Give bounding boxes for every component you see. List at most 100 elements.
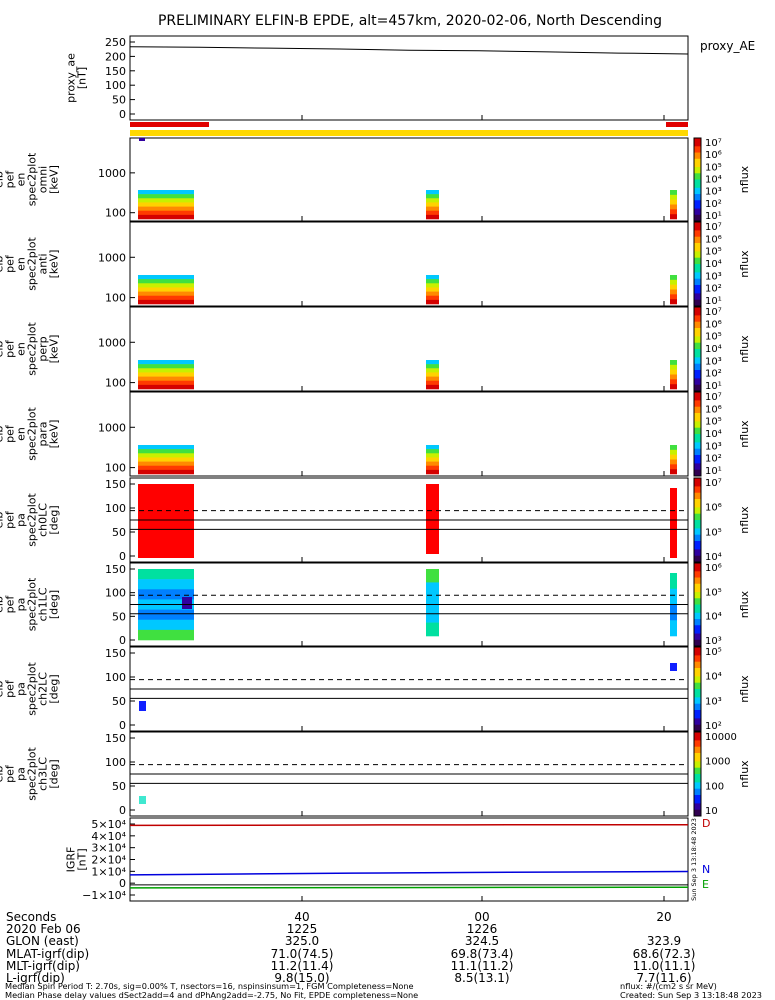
colorbar-cell	[694, 198, 701, 201]
colorbar-tick-label: 10⁵	[705, 587, 722, 598]
spectrogram-block	[138, 364, 194, 369]
colorbar-cell	[694, 682, 701, 686]
spectrogram-block	[426, 465, 439, 471]
y-label-line: [nT]	[76, 67, 89, 89]
colorbar-cell	[694, 792, 701, 796]
colorbar-cell	[694, 803, 701, 806]
colorbar-cell	[694, 309, 701, 312]
y-tick-label: 0	[119, 550, 126, 563]
colorbar-cell	[694, 330, 701, 333]
colorbar-tick-label: 10¹	[705, 466, 722, 477]
colorbar-cell	[694, 173, 701, 176]
colorbar-cell	[694, 394, 701, 397]
spectrogram-block	[426, 206, 439, 212]
spectrogram-block	[138, 295, 194, 301]
colorbar-cell	[694, 629, 701, 632]
spectrogram-block	[670, 360, 677, 366]
colorbar-cell	[694, 736, 701, 739]
colorbar-cell	[694, 210, 701, 214]
colorbar-cell	[694, 805, 701, 809]
colorbar-cell	[694, 549, 701, 552]
colorbar-cell	[694, 317, 701, 321]
spectrogram-block	[138, 287, 194, 292]
colorbar-cell	[694, 707, 701, 711]
spectrogram-block	[670, 275, 677, 281]
colorbar-cell	[694, 742, 701, 746]
colorbar-cell	[694, 520, 701, 523]
colorbar-cell	[694, 563, 701, 566]
y-label-line: [deg]	[48, 590, 61, 619]
colorbar-cell	[694, 463, 701, 466]
colorbar-tick-label: 10⁶	[705, 563, 722, 574]
colorbar-cell	[694, 175, 701, 178]
colorbar: 10⁵ 10⁴ 10³ 10² nflux	[693, 646, 751, 732]
colorbar-tick-label: 10¹	[705, 381, 722, 392]
colorbar-tick-label: 10⁷	[705, 307, 722, 318]
y-tick-label: 150	[105, 563, 126, 576]
spectrogram-block	[138, 275, 194, 280]
y-tick-label: 50	[112, 526, 126, 539]
spectrogram-block	[138, 279, 194, 284]
colorbar-cell	[694, 478, 701, 481]
spectrogram-block	[426, 202, 439, 207]
panel-frame	[129, 35, 689, 121]
colorbar-cell	[694, 625, 701, 628]
colorbar-cell	[694, 353, 701, 356]
colorbar-cell	[694, 372, 701, 375]
y-label-line: en	[15, 173, 28, 187]
spectrogram-block	[138, 194, 194, 199]
panels: proxy_ae[nT]250200150100500proxy_AEelbpe…	[0, 35, 755, 902]
colorbar-cell	[694, 438, 701, 441]
spectrogram-block	[670, 289, 677, 295]
status-bar-yellow	[130, 130, 688, 136]
colorbar-cell	[694, 226, 701, 229]
colorbar-cell	[694, 547, 701, 550]
colorbar-cell	[694, 185, 701, 189]
y-tick-label: 100	[105, 207, 126, 220]
colorbar-cell	[694, 567, 701, 570]
colorbar-cell	[694, 311, 701, 314]
colorbar-cell	[694, 813, 701, 817]
colorbar-tick-label: 10⁶	[705, 150, 722, 161]
colorbar-cell	[694, 524, 701, 527]
y-tick-label: 100	[105, 79, 126, 92]
spectrogram-block	[426, 582, 439, 597]
colorbar-frame	[693, 477, 702, 563]
colorbar-cell	[694, 154, 701, 158]
colorbar-cell	[694, 346, 701, 350]
colorbar-cell	[694, 697, 701, 700]
spectrogram-block	[138, 214, 194, 220]
colorbar-tick-label: 10³	[705, 696, 722, 707]
colorbar-cell	[694, 297, 701, 301]
y-label-line: [keV]	[48, 420, 61, 449]
colorbar-cell	[694, 541, 701, 544]
colorbar-cell	[694, 641, 701, 645]
colorbar-cell	[694, 415, 701, 418]
colorbar-cell	[694, 484, 701, 487]
colorbar-cell	[694, 647, 701, 650]
row-label: GLON (east)	[6, 934, 79, 948]
colorbar-cell	[694, 703, 701, 707]
spectrogram-block	[670, 459, 677, 465]
colorbar-cell	[694, 429, 701, 433]
colorbar-tick-label: 10³	[705, 356, 722, 367]
spectrogram-block	[670, 299, 677, 305]
spectrogram-block	[138, 206, 194, 212]
y-label-line: spec2plot	[26, 747, 39, 801]
colorbar-tick-label: 10⁵	[705, 417, 722, 428]
colorbar-cell	[694, 440, 701, 443]
spectrogram-block	[138, 461, 194, 467]
y-label-line: elb	[0, 341, 6, 358]
colorbar-cell	[694, 536, 701, 540]
y-tick-label: 50	[112, 610, 126, 623]
colorbar-cell	[694, 557, 701, 561]
spectrogram-block	[138, 569, 194, 580]
colorbar-cell	[694, 684, 701, 688]
colorbar-cell	[694, 164, 701, 168]
panel-frame	[129, 391, 689, 477]
y-label-line: [keV]	[48, 335, 61, 364]
colorbar-cell	[694, 668, 701, 671]
